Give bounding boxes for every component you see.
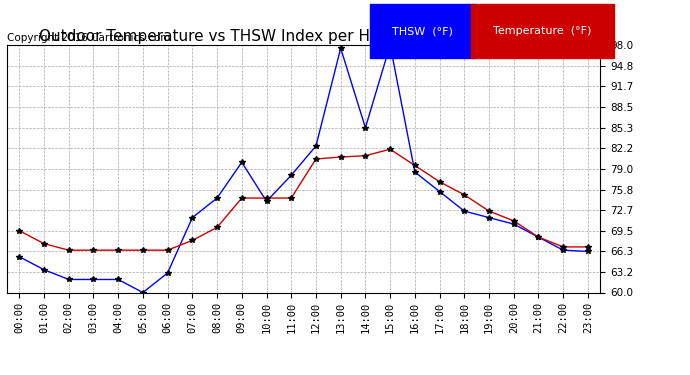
Title: Outdoor Temperature vs THSW Index per Hour (24 Hours)  20160622: Outdoor Temperature vs THSW Index per Ho… [39, 29, 568, 44]
Legend: THSW  (°F), Temperature  (°F): THSW (°F), Temperature (°F) [371, 22, 595, 39]
Text: Copyright 2016 Cartronics.com: Copyright 2016 Cartronics.com [7, 33, 170, 42]
